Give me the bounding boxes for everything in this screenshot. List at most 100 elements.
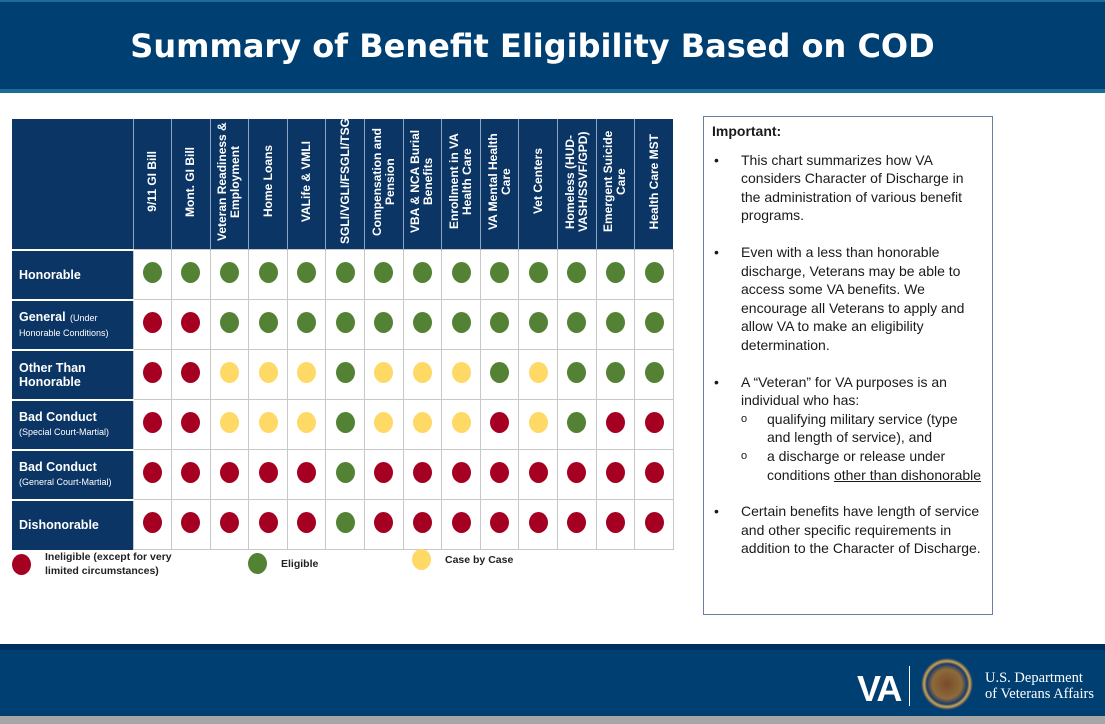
column-header-label: Vet Centers (530, 148, 545, 215)
column-header: SGLI/VGLI/FSGLI/TSGLI (325, 107, 365, 250)
eligible-dot-icon (490, 261, 510, 283)
status-cell (479, 299, 520, 350)
status-cell (248, 399, 288, 450)
row-label: Dishonorable (19, 518, 99, 532)
table-row: Bad Conduct (General Court-Martial) (12, 448, 674, 500)
row-label: General (19, 309, 66, 324)
notes-heading: Important: (712, 123, 782, 139)
status-cell (441, 299, 481, 350)
case-by-case-dot-icon (219, 411, 239, 433)
column-header-label: Compensation and Pension (369, 127, 397, 236)
column-header: Enrollment in VA Health Care (441, 119, 481, 250)
eligible-dot-icon (528, 261, 548, 283)
ineligible-dot-icon (181, 311, 201, 333)
title-banner: Summary of Benefit Eligibility Based on … (0, 0, 1105, 93)
status-cell (171, 249, 211, 300)
column-header-label: Health Care MST (646, 133, 661, 230)
sub-note-text: a discharge or release under conditions … (767, 447, 984, 484)
department-name: U.S. Department of Veterans Affairs (985, 670, 1094, 702)
status-cell (132, 499, 173, 550)
case-by-case-dot-icon (412, 549, 431, 570)
eligible-dot-icon (412, 311, 432, 333)
note-text: Even with a less than honorable discharg… (741, 243, 965, 353)
status-cell (132, 349, 173, 400)
status-cell (209, 299, 250, 350)
column-header: VALife & VMLI (286, 119, 326, 250)
ineligible-dot-icon (219, 511, 239, 533)
ineligible-dot-icon (142, 511, 162, 533)
eligible-dot-icon (412, 261, 432, 283)
case-by-case-dot-icon (297, 411, 317, 433)
ineligible-dot-icon (181, 361, 201, 383)
status-cell (479, 499, 520, 550)
case-by-case-dot-icon (374, 411, 394, 433)
eligible-dot-icon (644, 361, 664, 383)
eligible-dot-icon (297, 311, 317, 333)
status-cell (171, 399, 211, 450)
column-header: VBA & NCA Burial Benefits (402, 119, 442, 250)
status-cell (364, 249, 404, 300)
status-cell (518, 449, 559, 500)
ineligible-dot-icon (490, 511, 510, 533)
status-cell (634, 399, 674, 450)
status-cell (595, 299, 636, 350)
eligible-dot-icon (142, 261, 162, 283)
ineligible-dot-icon (605, 411, 625, 433)
column-header-label: SGLI/VGLI/FSGLI/TSGLI (337, 107, 352, 244)
status-cell (557, 399, 597, 450)
status-cell (171, 349, 211, 400)
legend-ineligible: Ineligible (except for very limited circ… (12, 550, 195, 578)
eligible-dot-icon (248, 553, 267, 574)
ineligible-dot-icon (181, 411, 201, 433)
eligible-dot-icon (258, 261, 278, 283)
ineligible-dot-icon (528, 461, 548, 483)
eligible-dot-icon (258, 311, 278, 333)
va-logo: VA (857, 668, 902, 709)
ineligible-dot-icon (490, 411, 510, 433)
status-cell (248, 249, 288, 300)
status-cell (364, 449, 404, 500)
eligible-dot-icon (181, 261, 201, 283)
status-cell (286, 349, 327, 400)
eligible-dot-icon (528, 311, 548, 333)
legend-eligible-label: Eligible (281, 557, 319, 570)
status-cell (595, 449, 636, 500)
sub-note-underlined: other than dishonorable (833, 466, 982, 483)
status-cell (132, 449, 173, 500)
status-cell (209, 399, 250, 450)
column-header-label: Emergent Suicide Care (601, 130, 629, 233)
status-cell (479, 449, 520, 500)
status-cell (325, 249, 366, 300)
bottom-strip (0, 716, 1105, 724)
note-bullet: • Certain benefits have length of service… (712, 502, 984, 558)
ineligible-dot-icon (374, 511, 394, 533)
status-cell (518, 249, 559, 300)
status-cell (171, 299, 211, 350)
ineligible-dot-icon (644, 411, 664, 433)
eligible-dot-icon (335, 511, 355, 533)
row-label: Bad Conduct (19, 460, 97, 474)
status-cell (248, 299, 288, 350)
status-cell (479, 399, 520, 450)
row-sublabel: (Under Honorable Conditions) (19, 312, 109, 338)
eligible-dot-icon (567, 261, 587, 283)
status-cell (634, 449, 674, 500)
ineligible-dot-icon (567, 511, 587, 533)
status-cell (209, 249, 250, 300)
ineligible-dot-icon (12, 553, 31, 575)
column-header-label: VBA & NCA Burial Benefits (408, 129, 436, 234)
status-cell (248, 499, 288, 550)
status-cell (402, 399, 443, 450)
case-by-case-dot-icon (451, 411, 471, 433)
table-row: Bad Conduct (Special Court-Martial) (12, 398, 674, 450)
ineligible-dot-icon (605, 461, 625, 483)
eligible-dot-icon (451, 261, 471, 283)
status-cell (171, 449, 211, 500)
status-cell (557, 249, 597, 300)
footer: VA U.S. Department of Veterans Affairs (0, 644, 1105, 716)
ineligible-dot-icon (297, 461, 317, 483)
ineligible-dot-icon (451, 511, 471, 533)
legend-case-by-case: Case by Case (412, 549, 513, 570)
ineligible-dot-icon (374, 461, 394, 483)
status-cell (634, 299, 674, 350)
